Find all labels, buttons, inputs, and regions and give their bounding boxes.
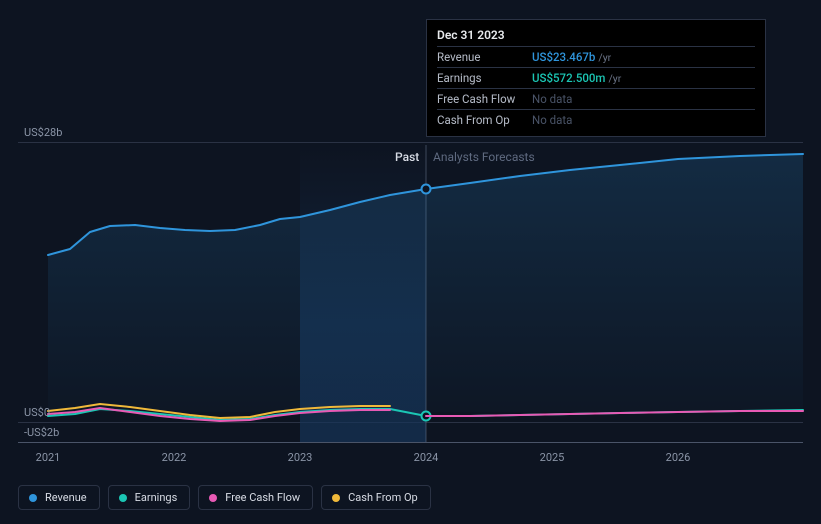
tooltip-row-value: US$572.500m/yr — [532, 68, 755, 89]
tooltip-row-label: Earnings — [437, 68, 532, 89]
chart-legend: Revenue Earnings Free Cash Flow Cash From O… — [18, 485, 431, 510]
x-tick-5: 2026 — [666, 451, 691, 464]
legend-dot-icon — [119, 494, 127, 502]
past-label: Past — [395, 150, 419, 164]
chart-tooltip: Dec 31 2023 RevenueUS$23.467b/yrEarnings… — [426, 19, 766, 137]
legend-dot-icon — [209, 494, 217, 502]
legend-item-revenue[interactable]: Revenue — [18, 485, 100, 510]
tooltip-row: Cash From OpNo data — [437, 110, 755, 131]
legend-item-cash-from-op[interactable]: Cash From Op — [321, 485, 431, 510]
y-tick-2: -US$2b — [24, 426, 84, 439]
tooltip-row: EarningsUS$572.500m/yr — [437, 68, 755, 89]
tooltip-row-value: No data — [532, 89, 755, 110]
x-tick-1: 2022 — [162, 451, 187, 464]
tooltip-row: Free Cash FlowNo data — [437, 89, 755, 110]
legend-item-earnings[interactable]: Earnings — [108, 485, 191, 510]
forecast-label: Analysts Forecasts — [433, 150, 535, 164]
y-tick-1: US$0 — [24, 406, 84, 419]
legend-item-label: Free Cash Flow — [225, 491, 300, 504]
legend-item-label: Cash From Op — [348, 491, 418, 504]
x-tick-4: 2025 — [540, 451, 565, 464]
tooltip-row-label: Revenue — [437, 47, 532, 68]
tooltip-row-label: Cash From Op — [437, 110, 532, 131]
y-tick-0: US$28b — [24, 126, 84, 139]
financial-chart: US$28b US$0 -US$2b 2021 2022 2023 2024 2… — [0, 0, 821, 524]
legend-item-free-cash-flow[interactable]: Free Cash Flow — [198, 485, 313, 510]
legend-dot-icon — [332, 494, 340, 502]
legend-dot-icon — [29, 494, 37, 502]
tooltip-row: RevenueUS$23.467b/yr — [437, 47, 755, 68]
x-tick-0: 2021 — [36, 451, 61, 464]
legend-item-label: Earnings — [135, 491, 178, 504]
tooltip-table: RevenueUS$23.467b/yrEarningsUS$572.500m/… — [437, 46, 755, 130]
x-tick-2: 2023 — [288, 451, 313, 464]
tooltip-row-value: No data — [532, 110, 755, 131]
tooltip-row-value: US$23.467b/yr — [532, 47, 755, 68]
tooltip-row-label: Free Cash Flow — [437, 89, 532, 110]
legend-item-label: Revenue — [45, 491, 87, 504]
x-tick-3: 2024 — [414, 451, 439, 464]
tooltip-date: Dec 31 2023 — [437, 26, 755, 46]
